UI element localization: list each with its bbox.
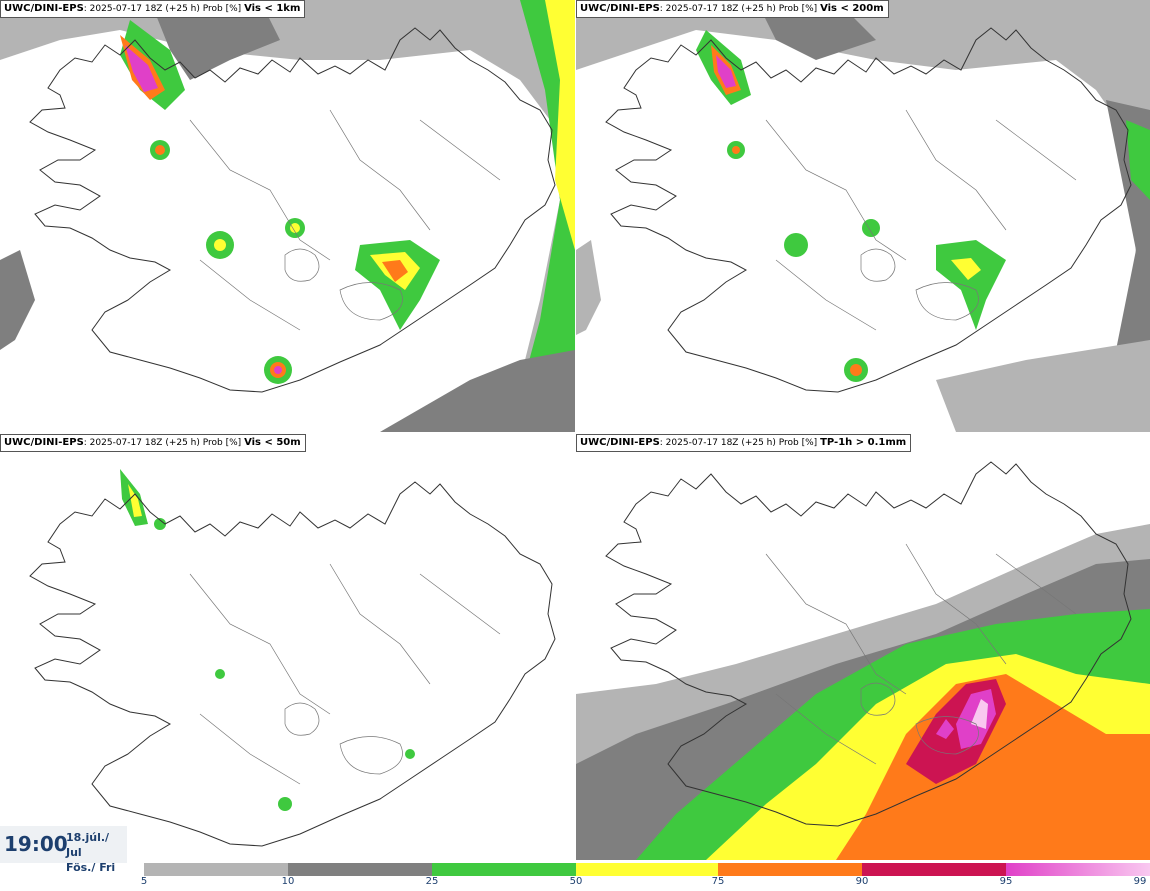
variable-name: TP-1h > 0.1mm: [820, 437, 907, 448]
source-name: UWC/DINI-EPS: [580, 437, 660, 448]
map-panel-tp-1h: UWC/DINI-EPS: 2025-07-17 18Z (+25 h) Pro…: [576, 434, 1150, 860]
map-panel-vis-50m: UWC/DINI-EPS: 2025-07-17 18Z (+25 h) Pro…: [0, 434, 575, 860]
run-info: 2025-07-17 18Z (+25 h) Prob [%]: [89, 4, 242, 14]
legend-tick: 90: [855, 876, 869, 887]
legend-tick: 95: [999, 876, 1013, 887]
run-info: 2025-07-17 18Z (+25 h) Prob [%]: [665, 4, 818, 14]
run-info: 2025-07-17 18Z (+25 h) Prob [%]: [665, 438, 818, 448]
legend-tick: 25: [425, 876, 439, 887]
panel-label: UWC/DINI-EPS: 2025-07-17 18Z (+25 h) Pro…: [0, 0, 306, 18]
variable-name: Vis < 1km: [244, 3, 301, 14]
legend-bar-75-90: [718, 863, 862, 876]
panel-label: UWC/DINI-EPS: 2025-07-17 18Z (+25 h) Pro…: [0, 434, 306, 452]
legend-tick: 99: [1133, 876, 1147, 887]
legend-bar-10-25: [288, 863, 432, 876]
source-name: UWC/DINI-EPS: [4, 437, 84, 448]
variable-name: Vis < 50m: [244, 437, 301, 448]
valid-date-line2: Fös./ Fri: [66, 861, 116, 874]
variable-name: Vis < 200m: [820, 3, 884, 14]
map-panel-vis-1km: UWC/DINI-EPS: 2025-07-17 18Z (+25 h) Pro…: [0, 0, 575, 432]
legend-tick: 50: [569, 876, 583, 887]
legend-bar-95-99: [1006, 863, 1150, 876]
panel-divider: [575, 0, 576, 860]
legend-bar-90-95: [862, 863, 1006, 876]
run-info: 2025-07-17 18Z (+25 h) Prob [%]: [89, 438, 242, 448]
probability-legend: 5 10 25 50 75 90 95 99: [0, 860, 1150, 891]
legend-tick: 5: [140, 876, 148, 887]
map-vis-200m: [576, 0, 1150, 432]
map-tp-1h: [576, 434, 1150, 860]
map-vis-1km: [0, 0, 575, 432]
source-name: UWC/DINI-EPS: [4, 3, 84, 14]
source-name: UWC/DINI-EPS: [580, 3, 660, 14]
legend-bar-50-75: [576, 863, 718, 876]
legend-bar-5-10: [144, 863, 288, 876]
legend-tick: 75: [711, 876, 725, 887]
map-vis-50m: [0, 434, 575, 860]
valid-time: 19:00: [4, 832, 68, 856]
map-panel-vis-200m: UWC/DINI-EPS: 2025-07-17 18Z (+25 h) Pro…: [576, 0, 1150, 432]
valid-time-box: 19:00 18.júl./ Jul Fös./ Fri: [0, 826, 127, 874]
panel-label: UWC/DINI-EPS: 2025-07-17 18Z (+25 h) Pro…: [576, 0, 889, 18]
valid-date-line1: 18.júl./ Jul: [66, 831, 110, 859]
legend-tick: 10: [281, 876, 295, 887]
valid-date: 18.júl./ Jul Fös./ Fri: [66, 830, 127, 875]
panel-label: UWC/DINI-EPS: 2025-07-17 18Z (+25 h) Pro…: [576, 434, 912, 452]
legend-bar-25-50: [432, 863, 576, 876]
